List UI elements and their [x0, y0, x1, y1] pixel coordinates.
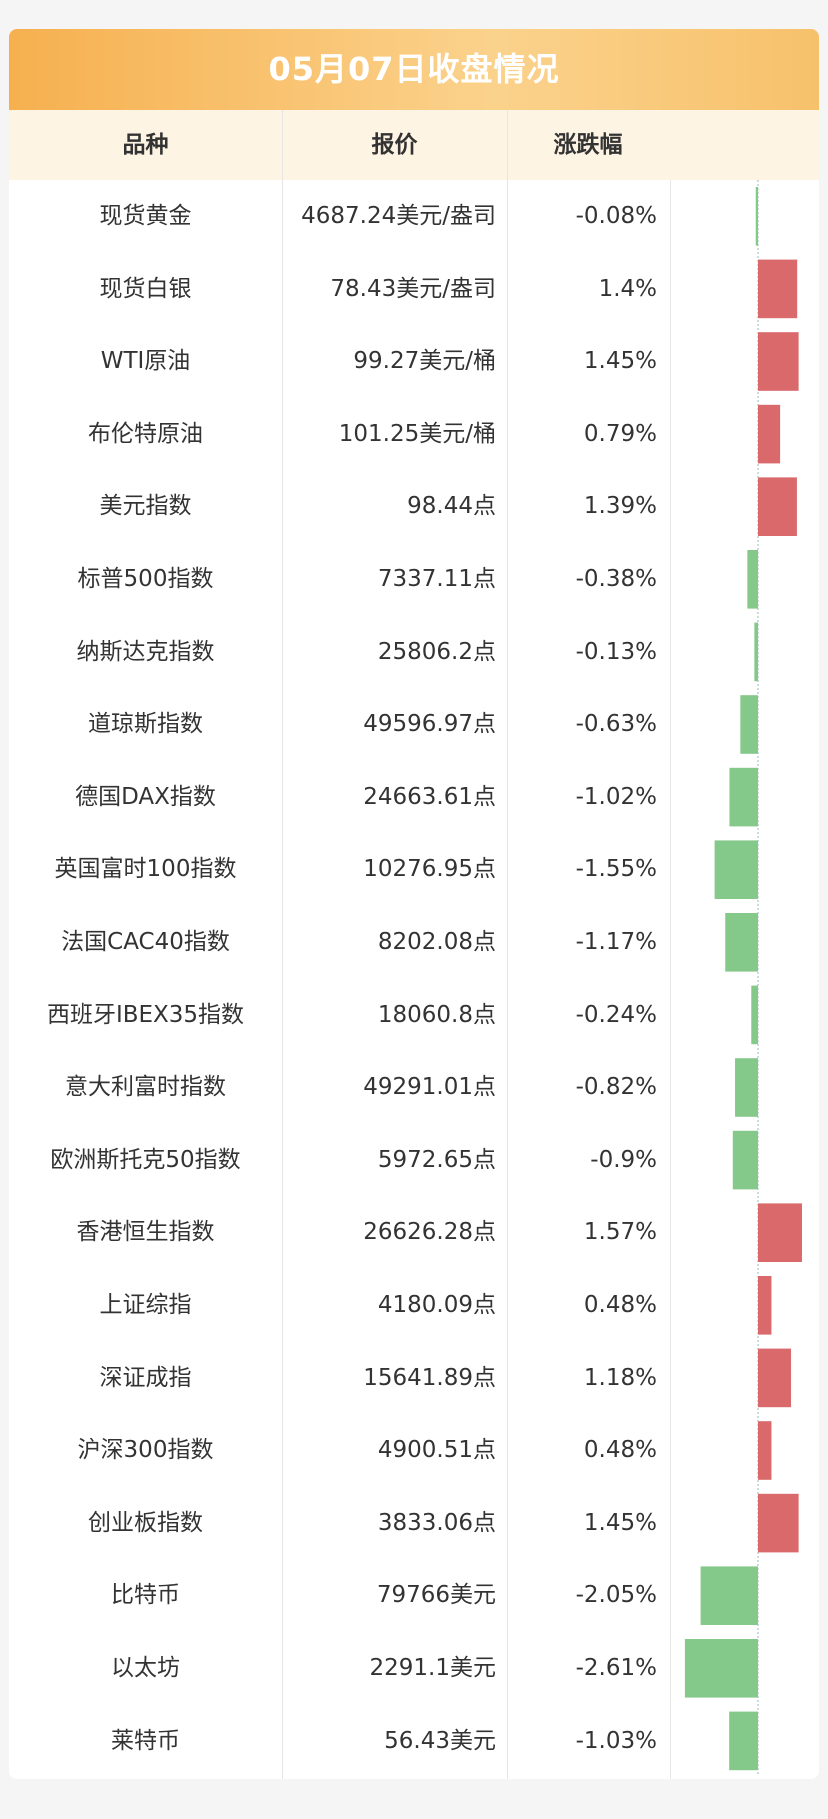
- row-change: 0.79%: [583, 420, 657, 447]
- change-bar: [758, 259, 798, 319]
- change-bar: [735, 1058, 758, 1117]
- row-price: 26626.28点: [363, 1219, 496, 1246]
- row-price: 8202.08点: [377, 929, 496, 955]
- row-price: 5972.65点: [377, 1146, 496, 1173]
- row-price: 49596.97点: [363, 711, 496, 738]
- change-bar: [758, 332, 799, 391]
- change-bar: [729, 767, 758, 827]
- row-name: 英国富时100指数: [54, 856, 237, 883]
- change-bar: [725, 913, 758, 972]
- banner-title: 05月07日收盘情况: [9, 29, 819, 110]
- row-name: 纳斯达克指数: [76, 638, 215, 665]
- change-bar: [754, 622, 758, 682]
- row-change: 1.39%: [583, 493, 657, 520]
- row-change: 1.57%: [583, 1219, 657, 1246]
- change-bar: [758, 1276, 772, 1335]
- change-bar: [729, 1711, 758, 1771]
- row-change: -0.24%: [575, 1001, 657, 1028]
- change-bar: [758, 404, 781, 464]
- row-change: -2.61%: [575, 1655, 657, 1681]
- row-change: 1.18%: [583, 1364, 657, 1391]
- change-bar: [751, 985, 758, 1045]
- row-change: -1.02%: [575, 783, 657, 810]
- row-name: 深证成指: [99, 1364, 192, 1391]
- row-name: WTI原油: [100, 348, 191, 375]
- row-price: 79766美元: [376, 1582, 496, 1609]
- change-bar: [684, 1639, 758, 1698]
- change-bar: [758, 1348, 792, 1408]
- table-header: 品种 报价 涨跌幅: [9, 110, 819, 180]
- change-bar: [714, 840, 758, 899]
- row-change: -0.13%: [575, 638, 657, 665]
- row-name: 欧洲斯托克50指数: [50, 1146, 241, 1173]
- change-bar: [758, 477, 797, 536]
- row-change: 1.4%: [598, 275, 657, 302]
- column-header: 报价: [371, 132, 418, 158]
- row-price: 7337.11点: [377, 566, 496, 592]
- row-price: 2291.1美元: [369, 1655, 496, 1681]
- column-divider: [507, 110, 508, 1779]
- row-name: 德国DAX指数: [75, 783, 216, 810]
- row-name: 美元指数: [99, 493, 192, 520]
- row-name: 以太坊: [111, 1655, 180, 1681]
- row-price: 78.43美元/盎司: [330, 275, 496, 302]
- row-price: 49291.01点: [363, 1074, 496, 1101]
- row-name: 上证综指: [99, 1292, 192, 1318]
- row-change: -0.38%: [575, 566, 657, 592]
- row-price: 4900.51点: [377, 1437, 496, 1464]
- change-bar: [758, 1203, 802, 1262]
- change-bar: [747, 550, 758, 609]
- row-change: -1.03%: [575, 1727, 657, 1754]
- row-name: 比特币: [111, 1582, 180, 1609]
- row-name: 道琼斯指数: [88, 711, 203, 738]
- row-price: 18060.8点: [377, 1001, 496, 1028]
- row-name: 沪深300指数: [77, 1437, 214, 1464]
- row-name: 标普500指数: [77, 566, 214, 592]
- row-change: 1.45%: [583, 1509, 657, 1536]
- row-price: 25806.2点: [377, 638, 496, 665]
- change-bar: [755, 187, 758, 246]
- row-change: 1.45%: [583, 348, 657, 375]
- column-divider: [670, 180, 671, 1779]
- row-name: 布伦特原油: [88, 420, 203, 447]
- change-bar: [740, 695, 758, 754]
- row-price: 4687.24美元/盎司: [301, 203, 496, 229]
- row-name: 创业板指数: [88, 1509, 203, 1536]
- row-price: 4180.09点: [377, 1292, 496, 1318]
- bar-layer: [684, 180, 802, 1774]
- row-price: 24663.61点: [363, 783, 496, 810]
- row-price: 3833.06点: [377, 1509, 496, 1536]
- row-name: 法国CAC40指数: [61, 929, 230, 955]
- column-divider: [282, 110, 283, 1779]
- row-name: 现货黄金: [99, 203, 192, 229]
- column-header: 涨跌幅: [553, 132, 623, 158]
- row-change: -1.55%: [575, 856, 657, 883]
- change-bar: [758, 1493, 799, 1553]
- row-name: 意大利富时指数: [65, 1074, 226, 1101]
- row-price: 99.27美元/桶: [353, 348, 496, 375]
- row-name: 莱特币: [111, 1727, 180, 1754]
- row-change: -0.82%: [575, 1074, 657, 1101]
- row-name: 现货白银: [99, 275, 192, 302]
- row-change: 0.48%: [583, 1437, 657, 1464]
- row-change: 0.48%: [583, 1292, 657, 1318]
- column-header: 品种: [122, 132, 169, 158]
- row-change: -0.08%: [575, 203, 657, 229]
- table-card: 05月07日收盘情况 品种 报价 涨跌幅 现货黄金 4687.24美元/盎司 -0.…: [9, 29, 819, 1779]
- row-change: -1.17%: [575, 929, 657, 955]
- row-name: 香港恒生指数: [76, 1219, 215, 1246]
- change-bar: [700, 1566, 758, 1625]
- row-price: 101.25美元/桶: [338, 420, 496, 447]
- row-price: 15641.89点: [363, 1364, 496, 1391]
- row-change: -0.63%: [575, 711, 657, 738]
- row-change: -0.9%: [590, 1146, 657, 1173]
- change-bar: [758, 1421, 772, 1480]
- row-price: 98.44点: [407, 493, 496, 520]
- row-change: -2.05%: [575, 1582, 657, 1609]
- row-price: 10276.95点: [363, 856, 496, 883]
- change-bar: [732, 1130, 758, 1190]
- row-name: 西班牙IBEX35指数: [46, 1001, 245, 1028]
- row-price: 56.43美元: [384, 1727, 496, 1754]
